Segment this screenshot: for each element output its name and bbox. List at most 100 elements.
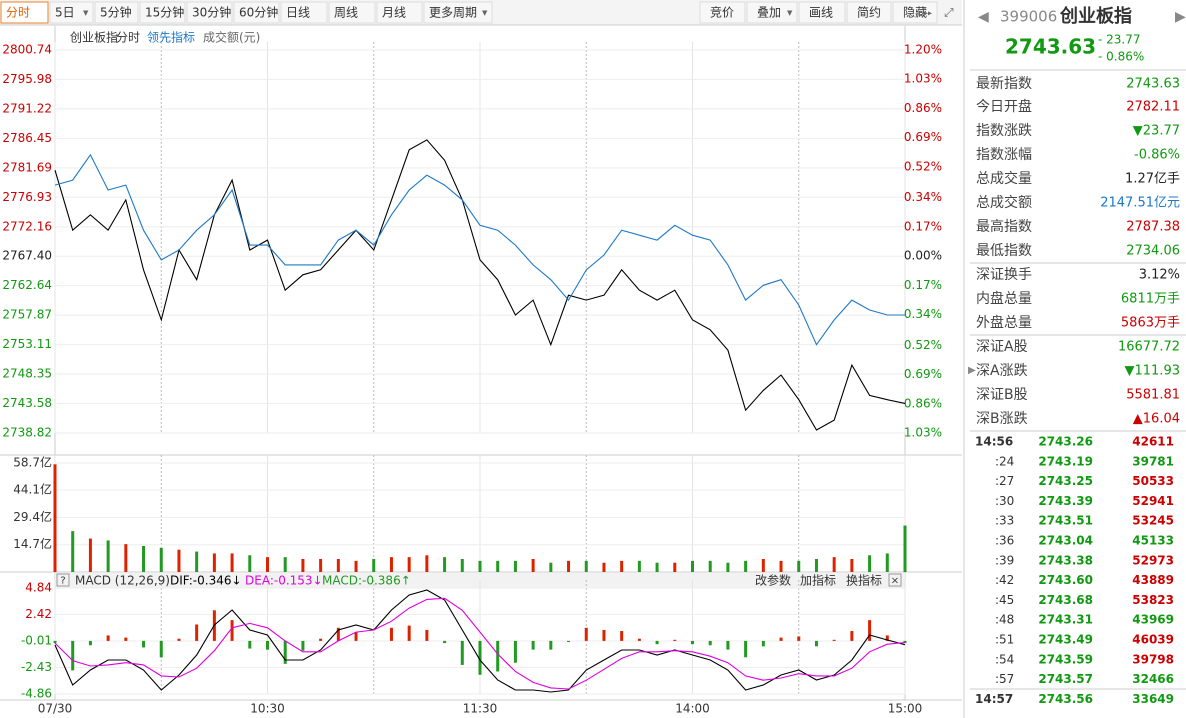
macd-bar xyxy=(531,640,535,650)
macd-bar xyxy=(620,631,624,641)
tool-button[interactable] xyxy=(699,1,746,24)
help-box[interactable] xyxy=(56,573,70,587)
tab[interactable] xyxy=(49,1,94,24)
volume-bar xyxy=(389,557,393,572)
volume-bar xyxy=(814,559,818,572)
tick-price: 2743.04 xyxy=(1038,534,1093,548)
tool-button[interactable] xyxy=(746,1,798,24)
volume-bar xyxy=(868,555,872,572)
row-value: 5863万手 xyxy=(1121,316,1180,331)
macd-bar xyxy=(71,640,75,671)
tick-time: :39 xyxy=(995,553,1014,567)
row-label: 深证B股 xyxy=(976,387,1028,403)
tick-volume: 33649 xyxy=(1132,692,1174,706)
macd-bar xyxy=(195,624,199,641)
tab[interactable] xyxy=(328,1,376,24)
tool-label: 竞价 xyxy=(710,6,734,20)
macd-bar xyxy=(159,640,163,658)
volume-bar xyxy=(496,560,500,572)
macd-bar xyxy=(761,640,765,647)
y-tick-label: 2795.98 xyxy=(2,72,52,86)
tool-button[interactable] xyxy=(846,1,892,24)
tab-label: 更多周期 xyxy=(429,6,477,20)
macd-bar xyxy=(513,640,517,663)
tick-time: 14:56 xyxy=(975,435,1013,449)
y2-tick-label: 1.03% xyxy=(904,72,942,86)
tab[interactable] xyxy=(376,1,423,24)
y-tick-label: 2.42 xyxy=(25,607,52,621)
volume-bar xyxy=(195,551,199,572)
collapse-icon[interactable]: ▶ xyxy=(968,365,976,376)
next-icon[interactable]: ▶ xyxy=(1175,9,1186,25)
macd-button[interactable]: 改参数 xyxy=(755,573,791,588)
macd-bar xyxy=(584,627,588,641)
tab[interactable] xyxy=(280,1,328,24)
tool-label: 隐藏 xyxy=(903,6,927,20)
volume-bar xyxy=(761,559,765,572)
tab[interactable] xyxy=(423,1,493,24)
macd-button[interactable]: 加指标 xyxy=(800,573,836,588)
row-label: 深证换手 xyxy=(976,266,1032,283)
tab[interactable] xyxy=(139,1,186,24)
macd-bar xyxy=(549,640,553,650)
y-tick-label: 2748.35 xyxy=(2,367,52,381)
tab[interactable] xyxy=(94,1,139,24)
tick-price: 2743.31 xyxy=(1038,613,1093,627)
tick-volume: 52941 xyxy=(1132,494,1174,508)
y-tick-label: 2781.69 xyxy=(2,160,52,174)
tool-label: 简约 xyxy=(857,5,881,20)
dropdown-icon: ▼ xyxy=(482,9,488,17)
macd-bar xyxy=(885,635,889,641)
tab[interactable] xyxy=(186,1,233,24)
macd-bar xyxy=(868,620,872,641)
tick-time: :57 xyxy=(995,672,1014,686)
tool-label: 叠加 xyxy=(757,6,781,20)
close-box[interactable] xyxy=(888,573,902,587)
chart-period: 分时 xyxy=(116,31,140,45)
row-label: 总成交额 xyxy=(976,194,1032,211)
indicator-name: 领先指标 xyxy=(147,30,195,45)
volume-bar xyxy=(283,557,287,572)
volume-bar xyxy=(602,562,606,572)
macd-bar xyxy=(389,627,393,641)
tick-time: :33 xyxy=(995,514,1014,528)
tab[interactable] xyxy=(233,1,280,24)
tool-button[interactable] xyxy=(892,1,938,24)
macd-button[interactable]: 换指标 xyxy=(846,573,882,588)
tool-label: 画线 xyxy=(809,6,833,20)
macd-bar xyxy=(106,635,110,641)
y-tick-label: 2767.40 xyxy=(2,249,52,263)
tick-volume: 53245 xyxy=(1132,514,1174,528)
tick-time: :42 xyxy=(995,573,1014,587)
macd-bar xyxy=(832,639,836,641)
stock-code: 399006 xyxy=(1000,8,1057,26)
tab-label: 日线 xyxy=(286,6,310,20)
macd-bar xyxy=(903,640,907,644)
macd-bar xyxy=(124,637,128,641)
volume-bar xyxy=(443,557,447,572)
series-line xyxy=(54,589,906,693)
volume-bar xyxy=(744,560,748,572)
volume-bar xyxy=(354,560,358,572)
tick-time: :51 xyxy=(995,633,1014,647)
y-tick-label: 14.7亿 xyxy=(13,536,52,551)
prev-icon[interactable]: ◀ xyxy=(978,9,989,25)
y-tick-label: 2757.87 xyxy=(2,308,52,322)
volume-bar xyxy=(319,559,323,572)
volume-bar xyxy=(691,560,694,572)
row-value: ▼23.77 xyxy=(1133,124,1180,139)
fullscreen-icon[interactable]: ⤢ xyxy=(943,6,954,20)
y2-tick-label: 0.34% xyxy=(904,190,942,204)
y-tick-label: 2776.93 xyxy=(2,190,52,204)
tab-label: 分时 xyxy=(6,6,30,20)
macd-title: MACD (12,26,9) xyxy=(75,574,170,588)
tool-button[interactable] xyxy=(798,1,846,24)
volume-bar xyxy=(177,549,181,572)
tab[interactable] xyxy=(0,1,49,24)
tick-volume: 39781 xyxy=(1132,454,1174,468)
volume-bar xyxy=(336,559,340,572)
row-label: 指数涨幅 xyxy=(976,147,1032,163)
macd-bar xyxy=(336,627,340,641)
